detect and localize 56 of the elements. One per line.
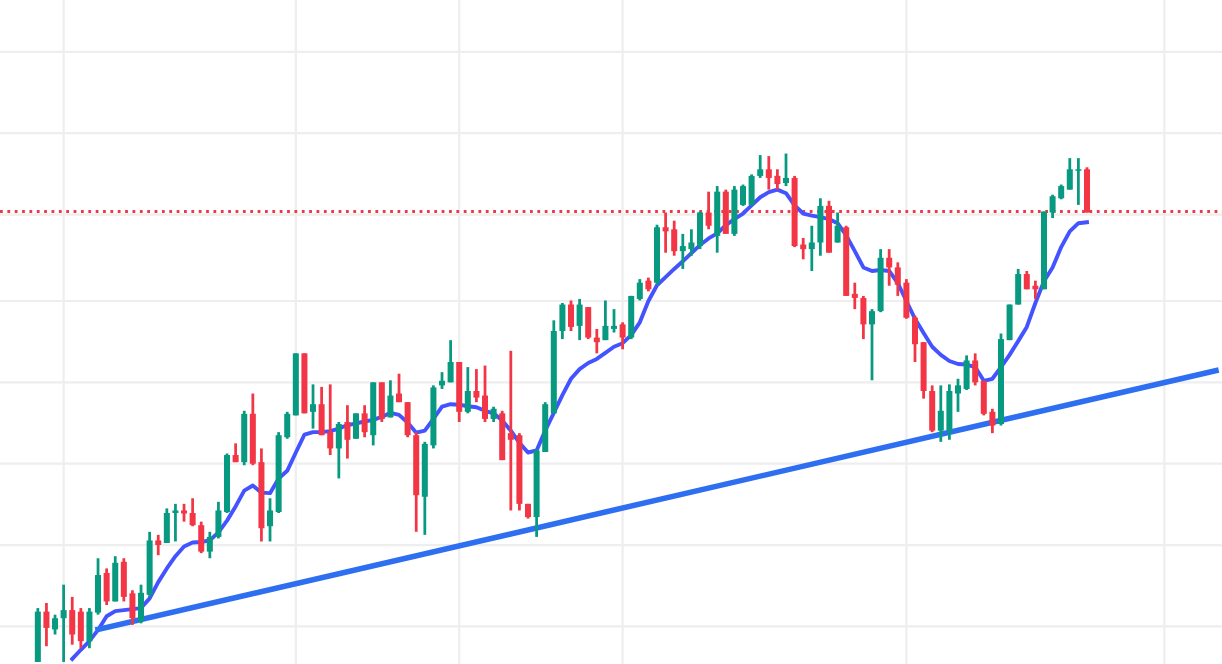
candlestick — [155, 533, 162, 557]
candlestick — [757, 153, 764, 180]
candlestick — [559, 301, 566, 341]
candlestick — [206, 530, 213, 560]
candlestick — [69, 595, 76, 647]
candlestick — [834, 211, 841, 244]
candlestick — [714, 184, 721, 255]
candlestick — [60, 583, 67, 664]
candlestick — [52, 613, 59, 636]
candlestick — [619, 320, 626, 351]
candlestick — [929, 383, 936, 434]
candlestick — [310, 382, 317, 430]
candlestick — [868, 307, 876, 382]
candlestick — [396, 372, 403, 404]
candlestick — [404, 400, 411, 439]
candlestick — [808, 224, 815, 273]
candlestick — [671, 219, 678, 258]
candlestick — [963, 354, 970, 392]
candlestick — [748, 173, 755, 208]
candlestick — [679, 232, 686, 271]
candlestick — [774, 167, 781, 192]
candlestick — [731, 184, 738, 238]
candlestick — [189, 496, 196, 528]
candlestick — [886, 247, 893, 288]
candlestick — [860, 294, 867, 341]
candlestick — [1015, 267, 1022, 306]
candlestick — [464, 365, 471, 415]
candlestick — [447, 338, 454, 384]
candlestick — [1066, 156, 1073, 192]
candlestick — [198, 520, 205, 555]
candlestick — [1075, 156, 1082, 207]
candlestick — [103, 567, 110, 607]
candlestick — [602, 299, 609, 342]
candlestick — [937, 383, 944, 444]
candlestick — [782, 152, 790, 188]
candlestick — [344, 403, 351, 460]
candlestick — [946, 382, 953, 442]
candlestick — [43, 601, 50, 648]
candlestick — [172, 502, 179, 543]
candlestick — [585, 305, 592, 341]
candlestick — [387, 378, 394, 419]
candlestick — [499, 409, 506, 462]
candlestick — [335, 420, 342, 480]
candlestick — [112, 554, 119, 603]
candlestick — [817, 196, 824, 258]
candlestick — [765, 154, 772, 192]
candlestick — [353, 411, 360, 441]
candlestick — [361, 403, 368, 439]
candlestick — [163, 507, 170, 545]
candlestick — [576, 297, 583, 342]
candlestick — [327, 382, 334, 457]
candlestick — [705, 190, 712, 231]
candlestick — [378, 380, 385, 424]
candlestick — [507, 349, 514, 512]
candlestick — [77, 606, 84, 650]
candlestick — [568, 299, 575, 333]
